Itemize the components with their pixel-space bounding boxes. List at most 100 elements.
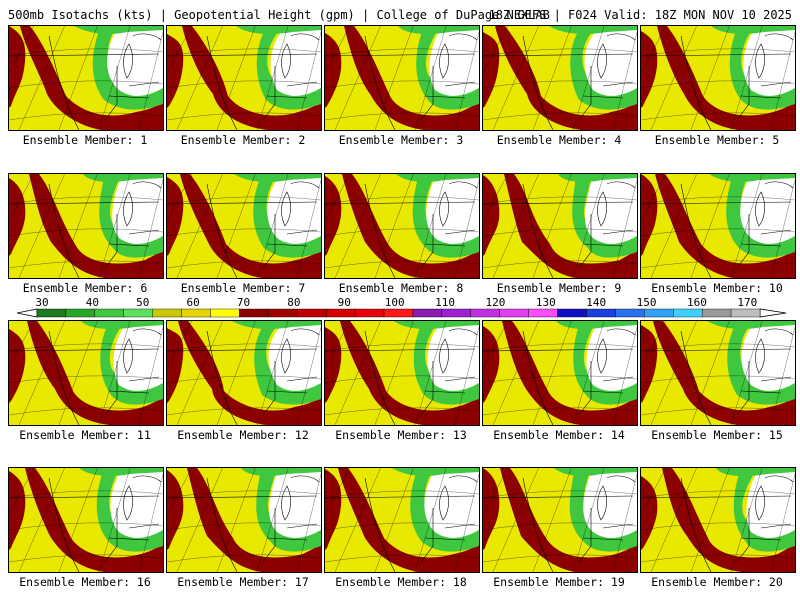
ensemble-map — [8, 467, 164, 573]
map-canvas — [641, 26, 795, 130]
colorbar-swatch — [36, 308, 67, 318]
colorbar-swatch — [94, 308, 124, 318]
ensemble-map — [482, 467, 638, 573]
ensemble-map — [324, 173, 480, 279]
geographic-boundaries — [325, 181, 478, 278]
latlon-grid — [483, 26, 637, 130]
ensemble-map — [324, 467, 480, 573]
low-wind-core — [741, 321, 795, 391]
latlon-grid — [167, 321, 321, 425]
latlon-grid — [483, 174, 637, 278]
ensemble-map — [166, 467, 322, 573]
colorbar-right-arrow — [759, 308, 787, 318]
latlon-grid — [325, 174, 479, 278]
map-canvas — [9, 26, 163, 130]
northern-fringe — [236, 26, 321, 34]
geographic-boundaries — [9, 475, 162, 572]
geographic-boundaries — [483, 475, 636, 572]
colorbar-swatch — [730, 308, 761, 318]
colorbar-swatch — [557, 308, 587, 318]
jet-core-west — [325, 327, 342, 403]
low-wind-core — [427, 321, 479, 391]
latlon-grid — [167, 26, 321, 130]
ensemble-map — [324, 25, 480, 131]
colorbar-swatch — [268, 308, 298, 318]
weak-wind-band — [573, 321, 637, 405]
jet-core-trough — [502, 321, 637, 425]
geographic-boundaries — [325, 33, 478, 130]
ensemble-member-label: Ensemble Member: 9 — [496, 281, 622, 295]
geographic-boundaries — [483, 328, 636, 425]
low-wind-core — [743, 26, 795, 96]
ensemble-map — [166, 173, 322, 279]
colorbar: 30 40 50 60 70 80 90 100 110 120 130 140 150 160 170 — [15, 297, 790, 321]
ensemble-member-label: Ensemble Member: 12 — [177, 428, 309, 442]
ensemble-map — [640, 467, 796, 573]
weak-wind-band — [253, 174, 321, 258]
colorbar-tick-label: 50 — [136, 297, 149, 309]
latlon-grid — [167, 468, 321, 572]
colorbar-swatch — [528, 308, 558, 318]
jet-core-west — [167, 34, 184, 108]
ensemble-map — [482, 173, 638, 279]
jet-core-west — [9, 471, 26, 550]
geographic-boundaries — [167, 475, 320, 572]
colorbar-swatch — [499, 308, 529, 318]
jet-core-west — [483, 175, 500, 256]
weak-wind-band — [572, 174, 637, 258]
ensemble-map — [8, 173, 164, 279]
low-wind-core — [270, 26, 321, 96]
jet-core-trough — [20, 26, 163, 130]
map-canvas — [641, 174, 795, 278]
ensemble-member-label: Ensemble Member: 14 — [493, 428, 625, 442]
run-info: 18Z GEFS | F024 Valid: 18Z MON NOV 10 20… — [488, 8, 792, 22]
jet-core-trough — [182, 26, 321, 130]
ensemble-map — [640, 173, 796, 279]
colorbar-tick-label: 60 — [187, 297, 200, 309]
northern-fringe — [398, 26, 479, 34]
low-wind-core — [584, 26, 637, 96]
jet-core-west — [167, 470, 184, 550]
ensemble-member-label: Ensemble Member: 1 — [22, 133, 148, 147]
ensemble-member-label: Ensemble Member: 5 — [654, 133, 780, 147]
geographic-boundaries — [167, 328, 320, 425]
colorbar-swatch — [441, 308, 472, 318]
latlon-grid — [9, 174, 163, 278]
map-canvas — [325, 174, 479, 278]
weak-wind-band — [99, 174, 163, 258]
colorbar-tick-label: 110 — [435, 297, 455, 309]
low-wind-core — [740, 174, 795, 244]
jet-core-trough — [500, 468, 637, 572]
jet-core-west — [325, 33, 342, 108]
geographic-boundaries — [167, 33, 320, 130]
ensemble-member-label: Ensemble Member: 6 — [22, 281, 148, 295]
jet-core-west — [9, 329, 26, 403]
colorbar-swatch — [383, 308, 414, 318]
colorbar-tick-label: 160 — [687, 297, 707, 309]
geographic-boundaries — [9, 181, 162, 278]
jet-core-trough — [338, 468, 479, 572]
ensemble-member-label: Ensemble Member: 7 — [180, 281, 306, 295]
map-canvas — [167, 26, 321, 130]
geographic-boundaries — [483, 181, 636, 278]
colorbar-swatch — [673, 308, 703, 318]
map-canvas — [641, 468, 795, 572]
geographic-boundaries — [641, 475, 794, 572]
latlon-grid — [325, 468, 479, 572]
map-canvas — [325, 26, 479, 130]
northern-fringe — [716, 468, 795, 476]
low-wind-core — [746, 468, 795, 538]
colorbar-graphic: 30 40 50 60 70 80 90 100 110 120 130 140 150 160 170 — [16, 297, 787, 318]
weak-wind-band — [569, 468, 637, 552]
jet-core-trough — [662, 468, 795, 572]
latlon-grid — [641, 321, 795, 425]
ensemble-member-label: Ensemble Member: 11 — [19, 428, 151, 442]
latlon-grid — [483, 321, 637, 425]
jet-core-trough — [657, 26, 795, 130]
colorbar-swatch — [210, 308, 240, 318]
geographic-boundaries — [641, 33, 794, 130]
geographic-boundaries — [167, 181, 320, 278]
weak-wind-band — [100, 321, 163, 405]
geographic-boundaries — [325, 328, 478, 425]
ensemble-member-label: Ensemble Member: 17 — [177, 575, 309, 589]
